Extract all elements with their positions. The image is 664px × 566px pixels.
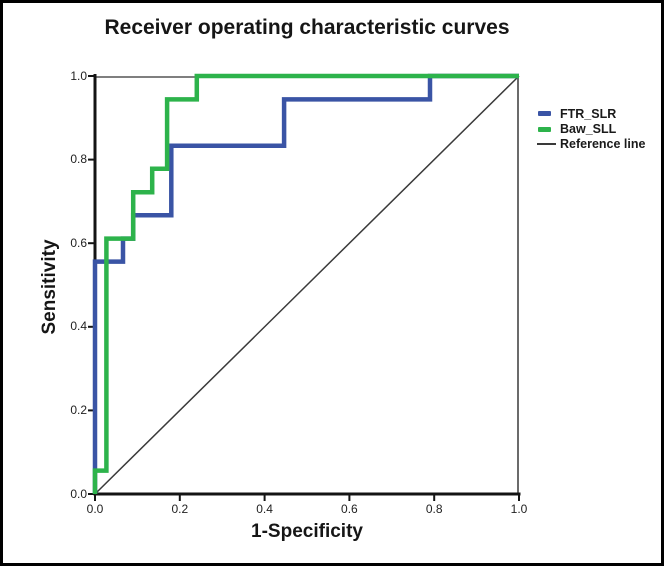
legend: FTR_SLR Baw_SLL Reference line	[537, 106, 645, 152]
x-tick-label: 0.4	[256, 502, 273, 516]
legend-swatch-box	[537, 111, 560, 117]
series-reference-line	[94, 75, 520, 495]
x-axis-title: 1-Specificity	[251, 521, 363, 542]
series-ftr-slr	[92, 73, 519, 494]
chart-title: Receiver operating characteristic curves	[104, 16, 510, 39]
series-baw-sll	[92, 73, 519, 494]
y-tick-label: 0.0	[70, 486, 87, 501]
roc-plot-area	[88, 73, 521, 501]
legend-label: Reference line	[560, 137, 646, 152]
legend-swatch-box	[537, 126, 560, 132]
legend-label: FTR_SLR	[560, 106, 617, 121]
legend-item-reference-line: Reference line	[537, 137, 645, 152]
y-tick-label: 0.2	[70, 402, 87, 417]
legend-reference-line-icon	[537, 143, 556, 146]
y-tick-label: 0.4	[70, 319, 87, 334]
legend-item-baw-sll: Baw_SLL	[537, 121, 645, 136]
legend-item-ftr-slr: FTR_SLR	[537, 106, 645, 121]
legend-line-swatch-icon	[538, 126, 551, 132]
x-tick-label: 0.2	[171, 502, 189, 516]
y-tick-label: 1.0	[70, 68, 87, 83]
y-tick-label: 0.6	[70, 235, 87, 250]
y-tick-label: 0.8	[70, 152, 87, 167]
x-tick-label: 0.6	[341, 502, 358, 516]
legend-swatch-box	[537, 143, 560, 146]
legend-line-swatch-icon	[538, 111, 551, 117]
x-tick-label: 0.0	[86, 502, 104, 516]
x-tick-label: 1.0	[510, 502, 528, 516]
legend-label: Baw_SLL	[560, 122, 617, 137]
x-tick-label: 0.8	[425, 502, 443, 516]
